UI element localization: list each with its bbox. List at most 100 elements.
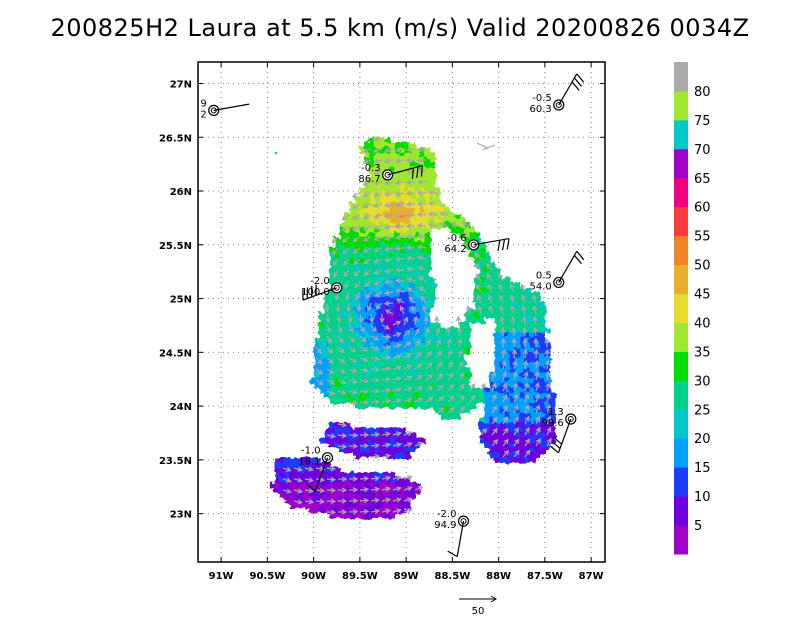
wind-speed-cell: [379, 252, 386, 259]
wind-speed-cell: [414, 252, 421, 259]
wind-speed-cell: [379, 257, 386, 264]
wind-speed-cell: [394, 247, 401, 254]
wind-vector: [394, 180, 405, 186]
wind-speed-cell: [369, 472, 376, 479]
wind-speed-cell: [544, 402, 551, 409]
wind-speed-cell: [419, 357, 426, 364]
wind-vector: [365, 291, 372, 300]
wind-speed-cell: [294, 482, 301, 489]
wind-vector: [403, 364, 413, 370]
wind-speed-cell: [494, 357, 501, 364]
wind-speed-cell: [419, 277, 426, 284]
wind-barb-staff: [302, 287, 337, 301]
wind-speed-cell: [399, 452, 406, 459]
wind-vector: [403, 353, 412, 359]
wind-vector: [351, 214, 361, 220]
wind-speed-cell: [394, 262, 401, 269]
wind-vector: [381, 497, 391, 503]
wind-speed-cell: [319, 502, 326, 509]
wind-speed-cell: [424, 377, 431, 384]
wind-speed-cell: [339, 427, 346, 434]
wind-speed-cell: [464, 407, 471, 414]
wind-speed-cell: [419, 267, 426, 274]
x-tick-label: 90.5W: [250, 571, 286, 582]
wind-vector: [356, 302, 362, 313]
wind-vector: [362, 214, 372, 220]
wind-speed-cell: [499, 427, 506, 434]
wind-speed-cell: [394, 217, 401, 224]
wind-vector: [337, 432, 348, 439]
wind-vector: [411, 305, 417, 315]
wind-speed-cell: [374, 287, 381, 294]
wind-speed-cell: [344, 247, 351, 254]
wind-speed-cell: [514, 412, 521, 419]
wind-speed-cell: [389, 242, 396, 249]
wind-speed-cell: [339, 317, 346, 324]
wind-speed-cell: [454, 217, 461, 224]
wind-vector: [392, 508, 402, 514]
wind-vector: [352, 258, 361, 265]
wind-speed-cell: [349, 272, 356, 279]
wind-speed-cell: [404, 232, 411, 239]
wind-speed-cell: [509, 322, 516, 329]
wind-speed-cell: [539, 352, 546, 359]
wind-speed-cell: [399, 197, 406, 204]
wind-speed-cell: [374, 362, 381, 369]
wind-vector: [486, 262, 493, 271]
wind-speed-cell: [334, 357, 341, 364]
wind-speed-cell: [389, 322, 396, 329]
wind-speed-cell: [524, 312, 531, 319]
wind-speed-cell: [379, 367, 386, 374]
wind-speed-cell: [334, 442, 341, 449]
wind-vector: [417, 265, 427, 272]
wind-vector: [337, 379, 347, 385]
wind-vector: [545, 381, 551, 392]
wind-speed-cell: [409, 432, 416, 439]
wind-speed-cell: [384, 362, 391, 369]
wind-vector: [522, 348, 529, 359]
wind-speed-cell: [279, 462, 286, 469]
wind-vector: [337, 357, 346, 364]
wind-speed-cell: [274, 467, 281, 474]
wind-speed-cell: [429, 162, 436, 169]
wind-vector: [447, 361, 453, 370]
wind-speed-cell: [409, 402, 416, 409]
wind-speed-cell: [314, 507, 321, 514]
wind-speed-cell: [429, 177, 436, 184]
wind-speed-cell: [379, 282, 386, 289]
wind-speed-cell: [379, 502, 386, 509]
wind-speed-cell: [529, 312, 536, 319]
wind-speed-cell: [359, 257, 366, 264]
wind-speed-cell: [529, 442, 536, 449]
wind-vector: [406, 287, 416, 293]
wind-speed-cell: [369, 282, 376, 289]
wind-speed-cell: [334, 322, 341, 329]
wind-vector: [469, 383, 475, 392]
wind-speed-cell: [284, 472, 291, 479]
wind-vector: [475, 273, 482, 282]
wind-barb-feather: [447, 550, 458, 558]
wind-speed-cell: [404, 142, 411, 149]
wind-speed-cell: [449, 337, 456, 344]
wind-vector: [353, 269, 361, 277]
wind-speed-cell: [464, 347, 471, 354]
wind-vector: [326, 324, 332, 334]
wind-speed-cell: [399, 332, 406, 339]
wind-speed-cell: [399, 352, 406, 359]
wind-speed-cell: [469, 307, 476, 314]
wind-speed-cell: [469, 227, 476, 234]
wind-barb-feather: [506, 238, 510, 250]
wind-speed-cell: [449, 377, 456, 384]
wind-speed-cell: [324, 382, 331, 389]
wind-speed-cell: [479, 297, 486, 304]
wind-vector: [364, 280, 372, 288]
wind-speed-cell: [464, 392, 471, 399]
wind-speed-cell: [364, 502, 371, 509]
wind-barb-feather: [573, 77, 582, 87]
wind-speed-cell: [439, 337, 446, 344]
wind-speed-cell: [399, 287, 406, 294]
wind-speed-cell: [409, 322, 416, 329]
wind-speed-cell: [334, 497, 341, 504]
wind-speed-cell: [439, 202, 446, 209]
